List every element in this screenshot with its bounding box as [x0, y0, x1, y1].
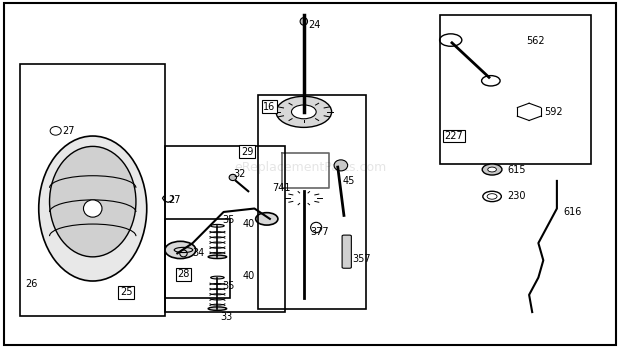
Text: 615: 615 [508, 165, 526, 174]
FancyBboxPatch shape [342, 235, 352, 268]
Text: 27: 27 [62, 126, 74, 136]
Text: 35: 35 [223, 281, 235, 291]
Text: 40: 40 [242, 219, 254, 229]
Text: 592: 592 [544, 107, 562, 117]
Text: 357: 357 [352, 254, 371, 263]
Text: 741: 741 [272, 183, 290, 193]
Text: 562: 562 [526, 36, 544, 46]
Text: 377: 377 [310, 227, 329, 237]
Text: 45: 45 [342, 176, 355, 186]
Text: 40: 40 [242, 271, 254, 281]
Ellipse shape [211, 276, 224, 279]
Text: 616: 616 [563, 207, 582, 217]
Text: 28: 28 [177, 269, 190, 279]
Circle shape [276, 96, 332, 127]
Text: 16: 16 [263, 102, 275, 112]
Circle shape [488, 167, 497, 172]
Text: 33: 33 [221, 312, 232, 322]
Ellipse shape [300, 18, 308, 25]
Text: 27: 27 [168, 195, 180, 205]
Ellipse shape [208, 255, 227, 259]
Ellipse shape [84, 200, 102, 217]
Circle shape [255, 213, 278, 225]
Circle shape [291, 105, 316, 119]
Text: eReplacementParts.com: eReplacementParts.com [234, 160, 386, 174]
Ellipse shape [334, 160, 348, 171]
Text: 35: 35 [223, 215, 235, 224]
Text: 29: 29 [241, 147, 253, 157]
Ellipse shape [208, 307, 227, 310]
Ellipse shape [50, 147, 136, 257]
Text: 34: 34 [193, 248, 205, 259]
Text: 25: 25 [120, 287, 133, 297]
Text: 227: 227 [445, 131, 463, 141]
Text: 26: 26 [25, 279, 37, 290]
Ellipse shape [229, 174, 237, 181]
Text: 32: 32 [233, 169, 246, 179]
Circle shape [165, 241, 196, 259]
Text: 24: 24 [308, 20, 321, 30]
Text: 230: 230 [508, 191, 526, 201]
Ellipse shape [38, 136, 147, 281]
Ellipse shape [211, 224, 224, 227]
Circle shape [482, 164, 502, 175]
